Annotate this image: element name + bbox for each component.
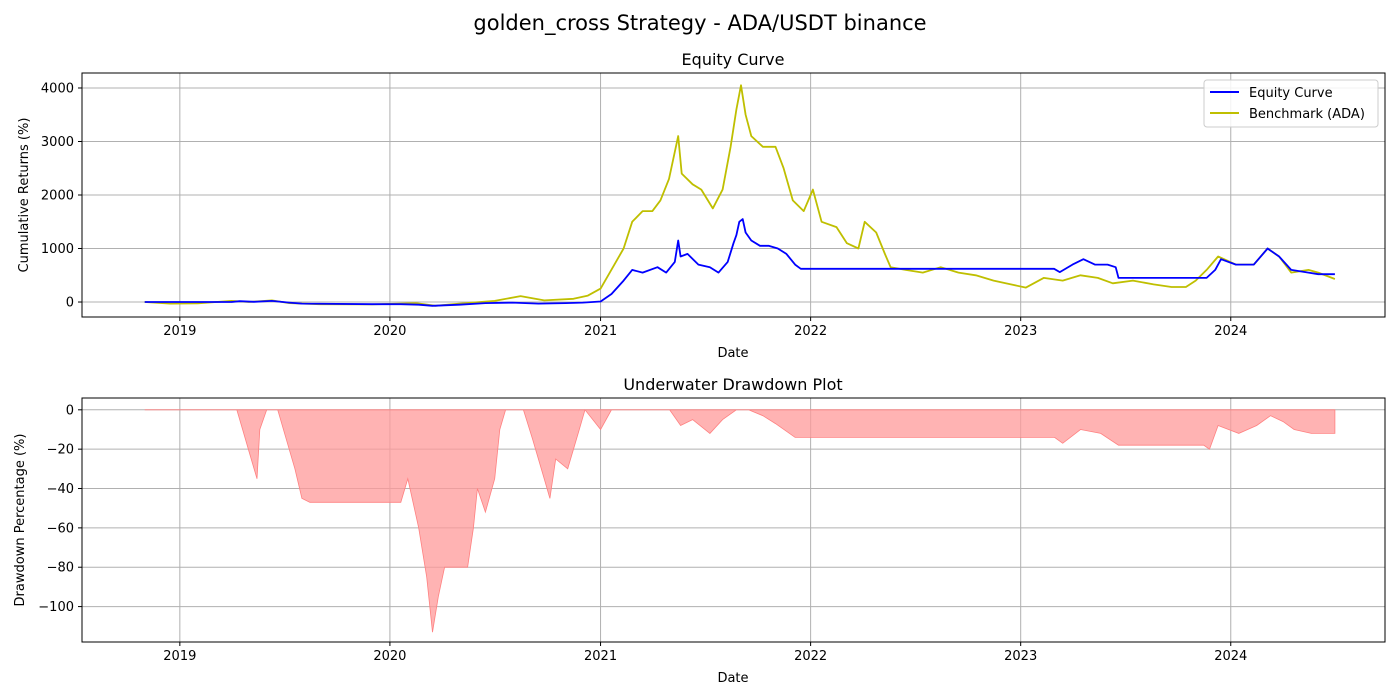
suptitle: golden_cross Strategy - ADA/USDT binance bbox=[473, 11, 926, 36]
x-tick-label: 2022 bbox=[794, 324, 827, 339]
drawdown-series bbox=[144, 408, 1336, 633]
drawdown-title: Underwater Drawdown Plot bbox=[623, 375, 842, 394]
y-tick-label: −40 bbox=[47, 482, 74, 497]
y-tick-label: 4000 bbox=[41, 81, 74, 96]
y-tick-label: 1000 bbox=[41, 242, 74, 257]
legend-label-benchmark: Benchmark (ADA) bbox=[1249, 107, 1365, 122]
x-tick-label: 2019 bbox=[163, 649, 196, 664]
x-tick-label: 2023 bbox=[1004, 649, 1037, 664]
legend-label-equity-curve: Equity Curve bbox=[1249, 86, 1333, 101]
x-tick-label: 2022 bbox=[794, 649, 827, 664]
y-tick-label: −20 bbox=[47, 443, 74, 458]
drawdown-ylabel: Drawdown Percentage (%) bbox=[13, 434, 28, 607]
series-line-equity-curve bbox=[144, 218, 1335, 307]
y-tick-label: 0 bbox=[66, 296, 74, 311]
drawdown-ticks: 2019 2020 2021 2022 2023 2024 0 −20 −40 −60 −80 −10… bbox=[38, 403, 1247, 664]
drawdown-frame bbox=[81, 397, 1386, 643]
y-tick-label: −60 bbox=[47, 521, 74, 536]
x-tick-label: 2024 bbox=[1214, 649, 1247, 664]
x-tick-label: 2024 bbox=[1214, 324, 1247, 339]
y-tick-label: −100 bbox=[38, 600, 74, 615]
legend-box bbox=[1203, 79, 1379, 128]
y-tick-label: 2000 bbox=[41, 189, 74, 204]
x-tick-label: 2023 bbox=[1004, 324, 1037, 339]
series-line-benchmark-ada bbox=[144, 84, 1336, 307]
equity-curve-frame bbox=[81, 72, 1386, 318]
x-tick-label: 2020 bbox=[373, 649, 406, 664]
legend: Equity Curve Benchmark (ADA) bbox=[1203, 79, 1379, 128]
equity-curve-axes: Equity Curve Date Cumulative Returns (%)… bbox=[17, 50, 1386, 361]
x-tick-label: 2020 bbox=[373, 324, 406, 339]
equity-curve-xlabel: Date bbox=[717, 346, 748, 361]
equity-curve-title: Equity Curve bbox=[682, 50, 785, 69]
drawdown-xlabel: Date bbox=[717, 671, 748, 686]
x-tick-label: 2021 bbox=[584, 649, 617, 664]
y-tick-label: −80 bbox=[47, 561, 74, 576]
equity-curve-ticks: 2019 2020 2021 2022 2023 2024 0 1000 2000 3000 400… bbox=[41, 81, 1247, 339]
equity-curve-series bbox=[144, 84, 1336, 307]
x-tick-label: 2019 bbox=[163, 324, 196, 339]
x-tick-label: 2021 bbox=[584, 324, 617, 339]
y-tick-label: 0 bbox=[66, 403, 74, 418]
y-tick-label: 3000 bbox=[41, 135, 74, 150]
equity-curve-ylabel: Cumulative Returns (%) bbox=[17, 118, 32, 273]
drawdown-area bbox=[144, 408, 1336, 633]
drawdown-axes: Underwater Drawdown Plot Date Drawdown P… bbox=[13, 375, 1386, 686]
